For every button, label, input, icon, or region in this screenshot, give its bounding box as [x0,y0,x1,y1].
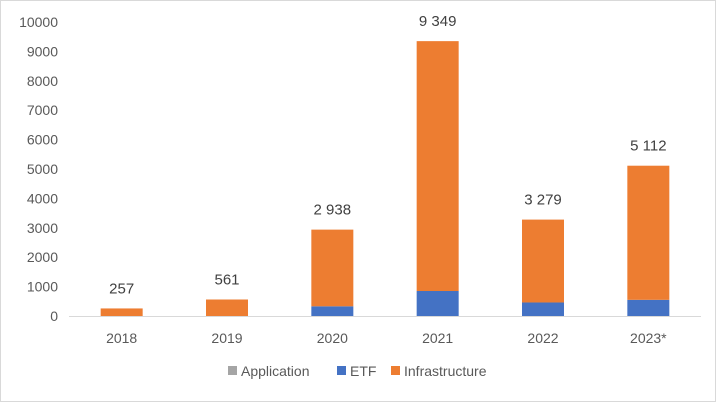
legend-label-etf: ETF [350,363,376,379]
bar-etf-2021 [416,291,459,316]
y-tick-label: 6000 [27,132,58,148]
y-tick-label: 1000 [27,279,58,295]
x-tick-label: 2021 [422,330,453,346]
bar-etf-2023 [627,299,670,316]
data-label: 561 [214,272,239,289]
legend-label-application: Application [241,363,310,379]
y-tick-label: 8000 [27,73,58,89]
bar-infrastructure-2018 [100,308,143,316]
bars [100,41,670,316]
bar-infrastructure-2019 [206,299,248,316]
x-tick-label: 2018 [106,330,137,346]
legend-label-infrastructure: Infrastructure [404,363,487,379]
data-label: 3 279 [524,192,562,209]
bar-infrastructure-2022 [522,219,564,303]
y-tick-label: 3000 [27,220,58,236]
legend-swatch-application [228,366,237,375]
data-label: 5 112 [630,138,666,155]
legend: Application ETF Infrastructure [228,363,487,379]
x-tick-label: 2023* [630,330,667,346]
data-label: 2 938 [314,202,352,219]
bar-etf-2022 [522,302,564,316]
bar-infrastructure-2020 [311,229,354,307]
y-tick-label: 4000 [27,190,58,206]
y-tick-label: 5000 [27,161,58,177]
x-tick-label: 2020 [317,330,348,346]
y-tick-label: 2000 [27,249,58,265]
y-tick-label: 7000 [27,102,58,118]
data-label: 9 349 [419,13,457,30]
data-label: 257 [109,280,134,297]
bar-infrastructure-2023 [627,165,670,300]
legend-swatch-etf [337,366,346,375]
legend-swatch-infrastructure [391,366,400,375]
y-tick-label: 0 [50,308,58,324]
x-tick-label: 2019 [211,330,242,346]
bar-infrastructure-2021 [416,41,459,292]
x-tick-label: 2022 [527,330,558,346]
data-labels: 257 561 2 938 9 349 3 279 5 112 [109,13,666,297]
y-tick-label: 10000 [19,14,58,30]
x-axis: 2018 2019 2020 2021 2022 2023* [69,316,701,346]
y-axis: 0 1000 2000 3000 4000 5000 6000 7000 8000 9000 100… [19,14,58,324]
bar-etf-2020 [311,306,354,316]
y-tick-label: 9000 [27,43,58,59]
